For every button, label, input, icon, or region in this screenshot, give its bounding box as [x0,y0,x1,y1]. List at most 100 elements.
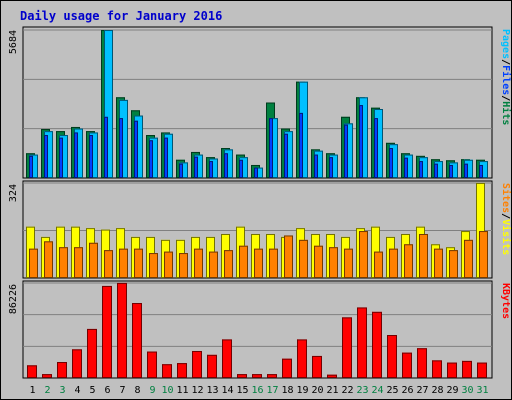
bar-pages-day-8-body [134,115,143,178]
bar-files-day-4-body [74,132,78,178]
chart-title: Daily usage for January 2016 [20,9,222,23]
bar-kbytes-day-26-outline [402,352,412,379]
bar-sites-day-9-outline [149,253,158,278]
bar-files-day-4-outline [74,132,78,178]
bar-files-day-22 [344,124,348,178]
bar-pages-day-15-body [239,157,248,178]
bar-kbytes-day-8-outline [132,303,142,379]
bar-pages-day-25-body [389,144,398,178]
bar-files-day-24 [374,118,378,178]
bar-files-day-15-outline [239,159,243,179]
bar-pages-day-1-body [29,154,38,178]
bar-kbytes-day-22-body [342,317,352,378]
panel-kbytes-max-label: 86226 [8,284,19,314]
bar-kbytes-day-20 [312,355,322,378]
bar-files-day-29-body [449,164,453,178]
bar-files-day-20-body [314,154,318,178]
bar-sites-day-23 [359,231,368,279]
bar-kbytes-day-1-outline [27,365,37,379]
bar-files-day-13 [209,161,213,179]
bar-kbytes-day-13-outline [207,354,217,378]
bar-kbytes-day-22-outline [342,317,352,378]
bar-files-day-21-outline [329,157,333,178]
bar-files-day-30 [464,163,468,178]
bar-files-day-5 [89,135,93,179]
bar-kbytes-day-15 [237,374,247,378]
bar-sites-day-24 [374,251,383,279]
bar-pages-day-24-body [374,109,383,178]
bar-files-day-17-outline [269,118,273,178]
bar-kbytes-day-16 [252,374,262,378]
bar-files-day-25-outline [389,148,393,179]
bar-sites-day-5-body [89,242,98,278]
bar-sites-day-18-body [284,235,293,278]
x-tick-label-day-29: 29 [446,385,458,396]
bar-sites-day-12-body [194,248,203,278]
x-tick-label-day-26: 26 [401,385,413,396]
bar-pages-day-22-body [344,123,353,178]
panel-visits-sites-legend-text: Sites/Visits [500,183,512,255]
bar-sites-day-11-body [179,253,188,278]
bar-kbytes-day-9 [147,351,157,379]
bar-files-day-2-body [44,135,48,178]
bar-kbytes-day-5-body [87,328,97,378]
bar-kbytes-day-10-outline [162,364,172,379]
legend-files: Files [500,65,512,95]
bar-files-day-3-outline [59,137,63,178]
bar-sites-day-27-outline [419,233,428,278]
bar-files-day-15-body [239,159,243,178]
bar-kbytes-day-19 [297,339,307,378]
bar-sites-day-19-outline [299,239,308,278]
bar-files-day-28-body [434,163,438,178]
bar-sites-day-17-body [269,248,278,278]
bar-kbytes-day-29 [447,362,457,378]
bar-sites-day-10-outline [164,251,173,279]
bar-sites-day-21 [329,247,338,278]
panel-kbytes-legend: KBytes [500,283,511,319]
x-tick-label-day-14: 14 [221,385,233,396]
bar-sites-day-8-outline [134,248,143,278]
bar-kbytes-day-26 [402,352,412,379]
bar-sites-day-29 [449,250,458,279]
bar-kbytes-day-2-body [42,374,52,378]
bar-kbytes-day-3-outline [57,362,67,379]
bar-kbytes-day-29-outline [447,362,457,378]
bar-sites-day-6-body [104,250,113,278]
bar-kbytes-day-20-outline [312,355,322,378]
bar-kbytes-day-31-body [477,362,487,378]
bar-files-day-21 [329,157,333,178]
bar-kbytes-day-10-body [162,364,172,378]
panel-visits-sites-legend: Sites/Visits [500,183,512,255]
bar-files-day-8-body [134,120,138,178]
bar-files-day-9-outline [149,140,153,178]
bar-sites-day-7-outline [119,248,128,278]
bar-kbytes-day-9-body [147,351,157,378]
bar-sites-day-18-outline [284,235,293,278]
panel-visits-sites-max-label: 324 [8,184,19,202]
bar-sites-day-1-body [29,248,38,278]
bar-files-day-17-body [269,118,273,178]
bar-files-day-13-outline [209,161,213,179]
bar-kbytes-day-24 [372,311,382,379]
x-tick-label-day-2: 2 [44,385,50,396]
bar-sites-day-14-body [224,250,233,278]
x-tick-label-day-15: 15 [236,385,248,396]
bar-kbytes-day-21-outline [327,374,337,379]
bar-files-day-8-outline [134,120,138,178]
bar-kbytes-day-21 [327,374,337,379]
bar-files-day-31 [479,164,483,178]
bar-kbytes-day-30-outline [462,360,472,378]
bar-pages-day-19-body [299,81,308,178]
bar-kbytes-day-28 [432,360,442,379]
bar-files-day-22-body [344,124,348,178]
bar-sites-day-16-outline [254,248,263,278]
bar-files-day-27-body [419,161,423,178]
bar-sites-day-15-body [239,245,248,278]
x-tick-label-day-4: 4 [74,385,80,396]
bar-files-day-13-body [209,161,213,178]
bar-files-day-7-body [119,118,123,178]
bar-kbytes-day-17 [267,374,277,378]
x-tick-label-day-23: 23 [356,385,368,396]
x-tick-label-day-17: 17 [266,385,278,396]
